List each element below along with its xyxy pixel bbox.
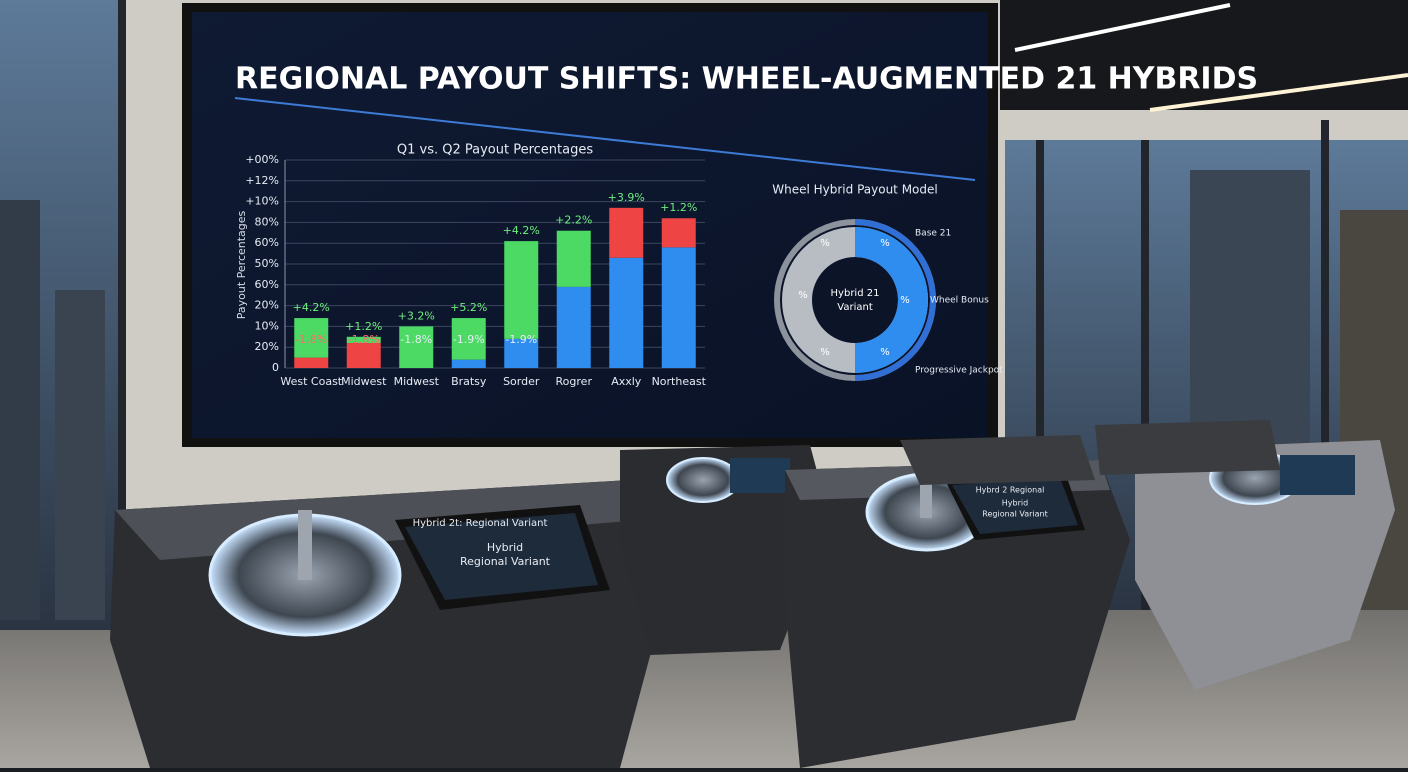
bar-segment [346, 336, 381, 344]
y-tick-label: 80% [255, 215, 279, 228]
loss-label: -1.8% [295, 333, 327, 346]
x-tick-label: Northeast [652, 375, 707, 388]
donut-title: Wheel Hybrid Payout Model [772, 183, 937, 197]
kiosk [785, 460, 1130, 768]
donut-symbol: % [880, 347, 890, 358]
loss-label: -1.9% [505, 333, 537, 346]
kiosk-header: Hybrid 2t: Regional Variant [413, 518, 548, 529]
gain-label: +3.9% [608, 191, 645, 204]
bar-segment [451, 359, 486, 368]
chart-subtitle: Q1 vs. Q2 Payout Percentages [397, 143, 593, 158]
y-tick-label: 50% [255, 257, 279, 270]
y-tick-label: +10% [245, 195, 279, 208]
kiosk [620, 445, 830, 655]
bar-segment [504, 241, 539, 339]
loss-label: -1.8% [348, 333, 380, 346]
bar-segment [451, 318, 486, 360]
ceiling-light [1149, 73, 1408, 112]
donut-ring [854, 227, 928, 373]
gain-label: +4.2% [293, 301, 330, 314]
y-tick-label: 0 [272, 361, 279, 374]
gain-label: +1.2% [660, 201, 697, 214]
x-tick-label: Sorder [503, 375, 540, 388]
ceiling [1000, 0, 1408, 110]
donut-symbol: % [900, 295, 910, 306]
y-tick-label: 10% [255, 319, 279, 332]
bar-segment [661, 218, 696, 248]
donut-symbol: % [820, 347, 830, 358]
donut-hole [817, 262, 893, 338]
gain-label: +2.2% [555, 214, 592, 227]
bar-segment [294, 318, 329, 358]
kiosk-header: Hybrd 2 Regional [976, 486, 1045, 495]
bar-segment [556, 230, 591, 287]
y-tick-label: +00% [245, 153, 279, 166]
bar-segment [294, 357, 329, 368]
title-rule [234, 97, 976, 181]
loss-label: -1.9% [453, 333, 485, 346]
donut-center: Hybrid 21 [831, 288, 880, 299]
y-axis-label: Payout Percentages [235, 210, 248, 319]
kiosk-body: Hybrid [487, 541, 523, 554]
y-tick-label: 60% [255, 278, 279, 291]
kiosk [900, 420, 1395, 690]
x-tick-label: West Coast [280, 375, 342, 388]
kiosk-body: Regional Variant [982, 510, 1047, 519]
donut-ring [854, 219, 936, 381]
bar-segment [556, 286, 591, 368]
x-tick-label: Midwest [341, 375, 387, 388]
building [55, 290, 105, 620]
x-tick-label: Midwest [394, 375, 440, 388]
donut [774, 219, 936, 381]
loss-label: -1.8% [400, 333, 432, 346]
x-tick-label: Axxly [611, 375, 642, 388]
bar-segment [661, 247, 696, 368]
gain-label: +4.2% [503, 224, 540, 237]
kiosk-body: Hybrid [1002, 499, 1028, 508]
kiosk [110, 480, 665, 768]
bar-segment [346, 343, 381, 368]
chart-title: REGIONAL PAYOUT SHIFTS: WHEEL-AUGMENTED … [235, 62, 1258, 97]
y-tick-label: 20% [255, 299, 279, 312]
x-tick-label: Rogrer [556, 375, 593, 388]
gain-label: +3.2% [398, 309, 435, 322]
bar-segment [609, 207, 644, 258]
donut-label: Base 21 [915, 229, 951, 239]
bar-segment [399, 326, 434, 368]
donut-label: Progressive Jackpot [915, 366, 1003, 376]
donut-symbol: % [820, 238, 830, 249]
building [0, 200, 40, 620]
bar-segment [504, 338, 539, 368]
gain-label: +5.2% [450, 301, 487, 314]
ceiling-light [1014, 3, 1231, 52]
donut-symbol: % [880, 238, 890, 249]
kiosk-body: Regional Variant [460, 555, 551, 568]
gain-label: +1.2% [345, 320, 382, 333]
y-tick-label: 60% [255, 236, 279, 249]
donut-center: Variant [837, 302, 873, 313]
donut-label: Wheel Bonus [930, 296, 989, 306]
y-tick-label: +12% [245, 174, 279, 187]
donut-symbol: % [798, 290, 808, 301]
y-tick-label: 20% [255, 340, 279, 353]
x-tick-label: Bratsy [451, 375, 487, 388]
bar-segment [609, 257, 644, 368]
